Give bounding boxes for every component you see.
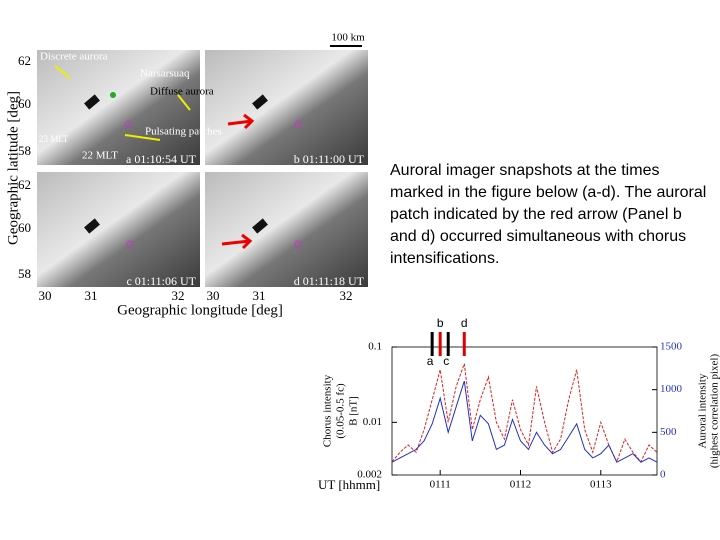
y-tick-label: 60 xyxy=(18,220,31,235)
y-axis-label: B [nT] xyxy=(348,396,360,426)
panel-label: a 01:10:54 UT xyxy=(126,152,197,166)
y-axis-label: Geographic latitude [deg] xyxy=(5,91,21,245)
y-tick-label: 58 xyxy=(18,143,31,158)
x-tick-label: 31 xyxy=(253,288,266,303)
y2-tick-label: 500 xyxy=(660,426,677,438)
annotation: 23 MLT xyxy=(39,134,69,144)
annotation: Pulsating patches xyxy=(145,126,222,138)
time-marker-label: b xyxy=(437,316,444,330)
patch-marker xyxy=(126,240,134,248)
chart: 0.1 0.01 0.002 1500 1000 500 0 0111 0112 0113 UT [… xyxy=(318,316,720,492)
y2-tick-label: 1500 xyxy=(660,341,683,353)
annotation: Diffuse aurora xyxy=(150,86,214,98)
red-arrow xyxy=(221,233,253,250)
plot-frame xyxy=(391,346,658,476)
x-axis-label: Geographic longitude [deg] xyxy=(117,302,283,318)
time-marker-label: d xyxy=(461,316,468,330)
y-tick-label: 0.002 xyxy=(357,469,382,481)
y-axis-label: (0.05-0.5 fc) xyxy=(335,383,347,439)
patch-marker xyxy=(124,120,132,128)
station xyxy=(252,218,268,234)
panel-image xyxy=(37,172,200,287)
y2-tick-label: 1000 xyxy=(660,383,683,395)
x-tick-label: 0112 xyxy=(510,479,532,491)
y-axis-label: Chorus intensity xyxy=(322,374,334,447)
series-line xyxy=(391,380,658,463)
pointer xyxy=(54,65,191,141)
time-marker-label: a xyxy=(427,354,434,368)
annotation: 22 MLT xyxy=(82,150,118,162)
y2-axis-label: (highest correlation pixel) xyxy=(709,354,720,469)
caption: Auroral imager snapshots at the times ma… xyxy=(390,162,707,267)
station xyxy=(84,218,100,234)
x-tick-label: 0113 xyxy=(590,479,612,491)
annotation: Narsarsuaq xyxy=(140,68,190,80)
patch-marker xyxy=(294,120,302,128)
x-tick-label: 31 xyxy=(85,288,98,303)
panel-image xyxy=(205,50,368,165)
scale-label: 100 km xyxy=(331,32,365,44)
station xyxy=(84,94,100,110)
panel-label: d 01:11:18 UT xyxy=(294,274,365,288)
y-tick-label: 0.01 xyxy=(363,416,382,428)
x-tick-label: 0111 xyxy=(430,479,451,491)
x-axis-label: UT [hhmm] xyxy=(318,477,380,492)
patch-marker xyxy=(294,240,302,248)
y2-tick-label: 0 xyxy=(660,469,666,481)
x-tick-label: 30 xyxy=(207,288,220,303)
y-tick-label: 0.1 xyxy=(368,341,382,353)
site-marker xyxy=(110,92,116,98)
station xyxy=(252,94,268,110)
annotation: Discrete aurora xyxy=(40,51,108,63)
panel-image xyxy=(37,50,200,165)
red-arrow xyxy=(227,113,255,130)
y-tick-label: 60 xyxy=(18,96,31,111)
series-line xyxy=(391,363,658,463)
panel-images xyxy=(37,45,368,287)
x-tick-label: 32 xyxy=(340,288,353,303)
y-tick-label: 58 xyxy=(18,266,31,281)
panel-label: c 01:11:06 UT xyxy=(126,274,196,288)
x-tick-label: 32 xyxy=(172,288,185,303)
y-tick-label: 62 xyxy=(18,177,31,192)
panel-image xyxy=(205,172,368,287)
panel-label: b 01:11:00 UT xyxy=(294,152,365,166)
y-tick-label: 62 xyxy=(18,53,31,68)
x-tick-label: 30 xyxy=(39,288,52,303)
y2-axis-label: Auroral intensity xyxy=(697,373,709,448)
time-marker-label: c xyxy=(443,354,449,368)
